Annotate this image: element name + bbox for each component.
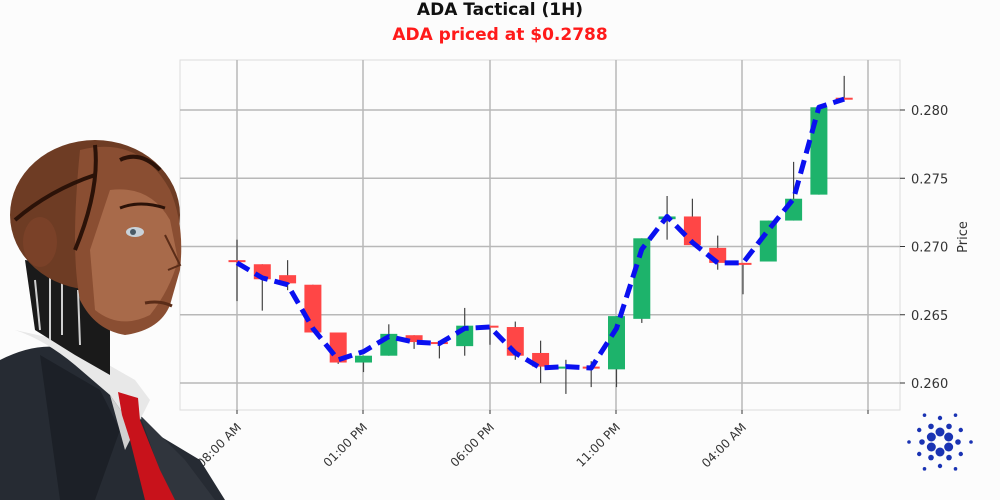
x-tick-label: 01:00 PM <box>321 420 370 469</box>
candle-body <box>835 97 853 100</box>
candle-body <box>759 220 777 262</box>
candle-body <box>228 260 246 263</box>
candle-body <box>481 325 499 328</box>
chart-title: ADA Tactical (1H) <box>416 0 584 20</box>
candle-body <box>329 332 347 363</box>
x-tick-label: 04:00 AM <box>699 420 749 470</box>
x-tick-label: 06:00 PM <box>448 420 497 469</box>
candle-body <box>304 284 322 333</box>
x-tick-label: 11:00 PM <box>574 420 623 469</box>
candle-body <box>279 275 297 284</box>
y-tick-label: 0.280 <box>911 104 948 119</box>
candle-body <box>633 238 651 319</box>
candle-body <box>355 355 372 363</box>
cardano-logo-icon <box>907 413 973 471</box>
candle-body <box>405 335 423 343</box>
y-axis-label: Price <box>956 221 971 253</box>
candle-body <box>734 262 752 265</box>
candle-body <box>608 316 625 370</box>
price-subtitle: ADA priced at $0.2788 <box>392 25 608 45</box>
y-tick-label: 0.275 <box>911 172 948 187</box>
y-tick-label: 0.270 <box>911 241 948 256</box>
y-tick-label: 0.265 <box>911 309 948 324</box>
candle-body <box>683 216 701 246</box>
robot-businessman-illustration <box>0 140 225 500</box>
y-tick-label: 0.260 <box>911 377 948 392</box>
